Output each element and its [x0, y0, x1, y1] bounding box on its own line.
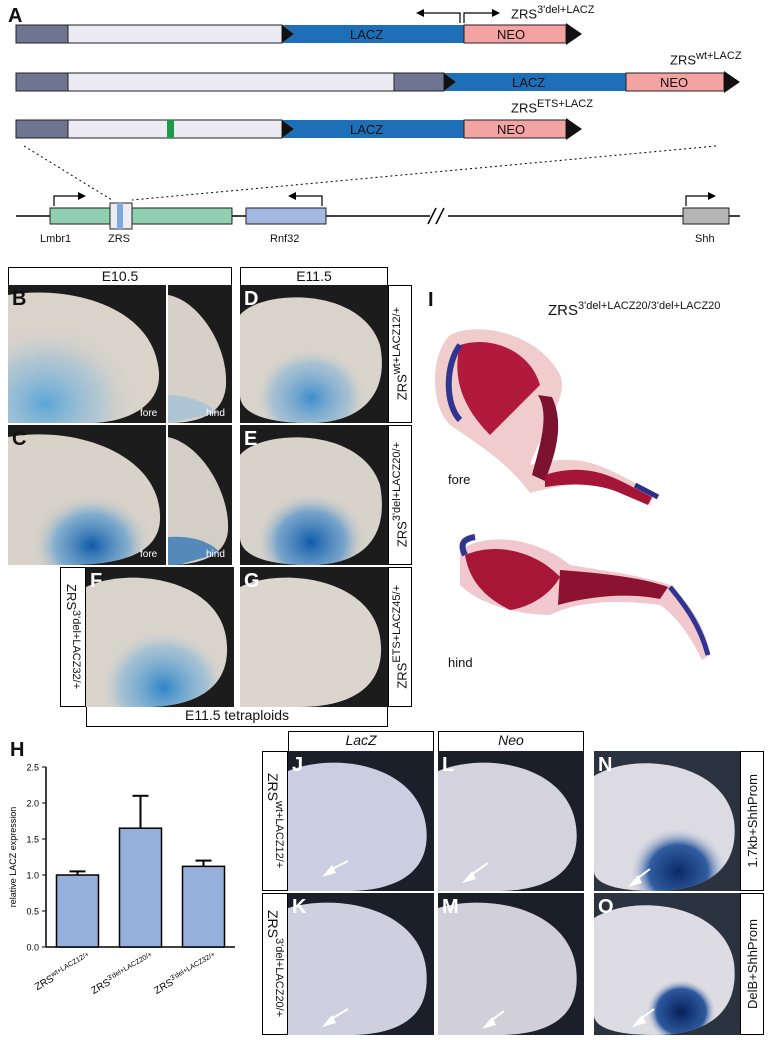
rnf32-label: Rnf32: [270, 233, 300, 245]
photo-d: [240, 285, 388, 423]
photo-c-fore: [8, 425, 166, 565]
y-tick-label-4: 2.0: [26, 799, 39, 809]
lacz-label-3: LACZ: [350, 122, 384, 137]
neo-label-1: NEO: [497, 27, 526, 42]
n-label-box: 1.7kb+ShhProm: [740, 751, 764, 891]
row2-genotype: ZRS3'del+LACZ20/+: [390, 442, 410, 548]
lacz-header: LacZ: [288, 731, 434, 751]
insitu-row2-genotype: ZRS3'del+LACZ20/+: [265, 910, 285, 1018]
y-tick-label-3: 1.5: [26, 835, 39, 845]
label-o: O: [598, 896, 614, 918]
photo-m: [438, 893, 584, 1035]
neo-header-text: Neo: [498, 732, 524, 748]
c-hind-label: hind: [206, 549, 225, 560]
photo-l: [438, 751, 584, 891]
label-g: G: [244, 570, 260, 592]
photo-j: [288, 751, 434, 891]
e105-header: E10.5: [8, 267, 232, 285]
lacz-label-1: LACZ: [350, 27, 384, 42]
photo-o: [594, 893, 740, 1035]
row1-genotype: ZRSwt+LACZ12/+: [390, 307, 410, 401]
rowg-genotype-box: ZRSETS+LACZ45/+: [388, 567, 412, 707]
photo-c-hind: [168, 425, 232, 565]
panel-i-title: ZRS3'del+LACZ20/3'del+LACZ20: [548, 300, 721, 319]
photo-b-hind: [168, 285, 232, 423]
c-fore-label: fore: [140, 549, 158, 560]
label-n: N: [598, 754, 613, 776]
x-tick-label-1: ZRS3'del+LACZ20/+: [89, 951, 156, 997]
panel-a-label: A: [8, 5, 23, 27]
label-c: C: [12, 428, 27, 450]
b-hind-label: hind: [206, 408, 225, 419]
o-construct-label: DelB+ShhProm: [744, 919, 760, 1009]
row1-genotype-box: ZRSwt+LACZ12/+: [388, 285, 412, 423]
neo-label-3: NEO: [497, 122, 526, 137]
photo-e: [240, 425, 388, 565]
y-tick-label-1: 0.5: [26, 907, 39, 917]
y-axis-label: relative LACZ expression: [8, 807, 18, 908]
label-e: E: [244, 428, 258, 450]
bar-chart: 0.0 0.5 1.0 1.5 2.0 2.5 relative LACZ expressi…: [8, 763, 235, 997]
bar-0: [55, 874, 100, 948]
label-b: B: [12, 288, 27, 310]
photo-g: [240, 567, 388, 707]
rowg-genotype: ZRSETS+LACZ45/+: [390, 585, 410, 689]
panel-i-fore: fore: [448, 472, 471, 487]
label-m: M: [442, 896, 459, 918]
o-label-box: DelB+ShhProm: [740, 893, 764, 1035]
y-tick-label-5: 2.5: [26, 763, 39, 773]
y-tick-label-0: 0.0: [26, 943, 39, 953]
bar-2: [181, 865, 226, 948]
label-j: J: [292, 754, 304, 776]
label-l: L: [442, 754, 455, 776]
photo-n: [594, 751, 740, 891]
insitu-row2-box: ZRS3'del+LACZ20/+: [262, 893, 288, 1035]
label-d: D: [244, 288, 259, 310]
row2-genotype-box: ZRS3'del+LACZ20/+: [388, 425, 412, 565]
zrs-label: ZRS: [108, 233, 130, 245]
lacz-header-text: LacZ: [345, 732, 377, 748]
photo-f: [86, 567, 234, 707]
rowf-genotype: ZRS3'del+LACZ32/+: [63, 584, 83, 690]
lacz-label-2: LACZ: [512, 75, 546, 90]
construct-wt: [15, 71, 740, 93]
construct-diagram: [15, 9, 740, 230]
construct-1-name: ZRS3'del+LACZ: [511, 4, 595, 22]
skeleton-stain: [435, 329, 711, 660]
label-k: K: [292, 896, 307, 918]
neo-label-2: NEO: [660, 75, 689, 90]
x-tick-label-2: ZRS3'del+LACZ32/+: [152, 951, 219, 997]
panel-h-label: H: [10, 739, 25, 761]
construct-3-name: ZRSETS+LACZ: [511, 98, 593, 116]
insitu-row1-genotype: ZRSwt+LACZ12/+: [265, 773, 285, 869]
insitu-row1-box: ZRSwt+LACZ12/+: [262, 751, 288, 891]
rowf-genotype-box: ZRS3'del+LACZ32/+: [60, 567, 86, 707]
construct-2-name: ZRSwt+LACZ: [670, 50, 742, 68]
photo-b-fore: [8, 285, 166, 423]
lmbr1-label: Lmbr1: [40, 233, 72, 245]
e115-header: E11.5: [240, 267, 388, 285]
panel-i-hind: hind: [448, 655, 473, 670]
n-construct-label: 1.7kb+ShhProm: [744, 774, 760, 868]
label-f: F: [90, 570, 103, 592]
panel-i-label: I: [428, 289, 434, 311]
x-tick-label-0: ZRSwt+LACZ12/+: [33, 951, 93, 993]
neo-header: Neo: [438, 731, 584, 751]
photo-k: [288, 893, 434, 1035]
bar-1: [118, 827, 163, 948]
shh-label: Shh: [695, 233, 715, 245]
tetraploids-label: E11.5 tetraploids: [86, 707, 388, 727]
construct-ets: [15, 118, 582, 140]
construct-3del: [15, 9, 582, 45]
y-tick-label-2: 1.0: [26, 871, 39, 881]
b-fore-label: fore: [140, 408, 158, 419]
